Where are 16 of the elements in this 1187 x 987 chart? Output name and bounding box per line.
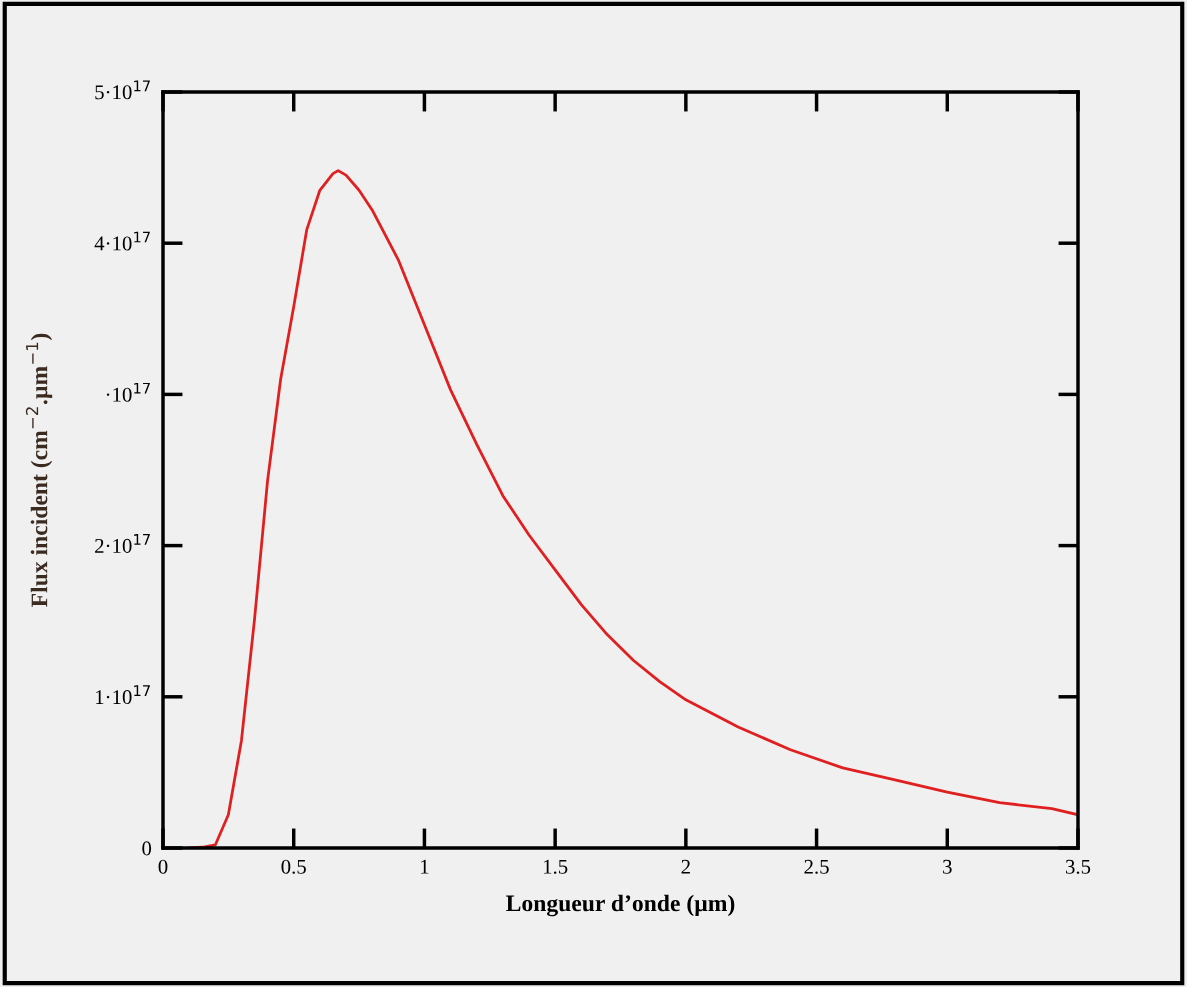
y-tick-label: 5·10$^{17}$ [95,80,150,100]
x-tick-label: 0.5 [281,859,306,874]
x-tick-label: 1.5 [543,859,568,874]
x-axis-title: Longueur d’onde (µm) [506,894,735,917]
x-tick-label: 2 [681,859,690,874]
y-tick-label: ·10$^{17}$ [106,382,150,402]
x-tick-label: 2.5 [804,859,829,874]
x-tick-label: 0 [158,859,168,874]
y-tick-label: 0 [142,841,152,856]
x-tick-label: 1 [421,859,429,874]
x-tick-label: 3 [943,859,952,874]
x-tick-label: 3.5 [1065,859,1091,874]
y-tick-label: 4·10$^{17}$ [94,231,150,251]
y-tick-label: 1·10$^{17}$ [96,685,150,705]
y-tick-label: 2·10$^{17}$ [95,534,150,553]
y-axis-title: Flux incident (cm$^{−2}$.µm$^{−1}$) [25,333,53,607]
